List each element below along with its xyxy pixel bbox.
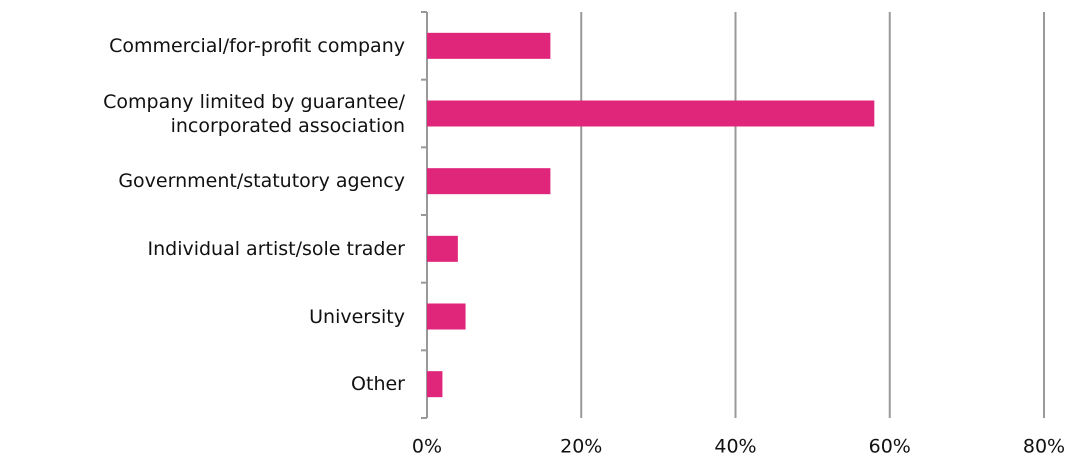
bar [427, 371, 443, 398]
x-tick-label: 0% [412, 436, 442, 458]
y-tick-label: Other [351, 373, 405, 396]
bar [427, 168, 551, 195]
y-tick-label: Company limited by guarantee/ incorporat… [103, 90, 405, 137]
x-tick-label: 40% [714, 436, 756, 458]
x-tick-label: 80% [1023, 436, 1065, 458]
y-tick-label: University [309, 305, 405, 328]
x-tick-label: 60% [869, 436, 911, 458]
bar [427, 235, 458, 262]
y-tick-label: Individual artist/sole trader [147, 237, 405, 260]
y-tick-label: Government/statutory agency [118, 170, 405, 193]
x-tick-label: 20% [560, 436, 602, 458]
y-tick-label: Commercial/for-profit company [109, 34, 405, 57]
bar [427, 100, 875, 127]
bar [427, 303, 466, 330]
bar [427, 32, 551, 59]
